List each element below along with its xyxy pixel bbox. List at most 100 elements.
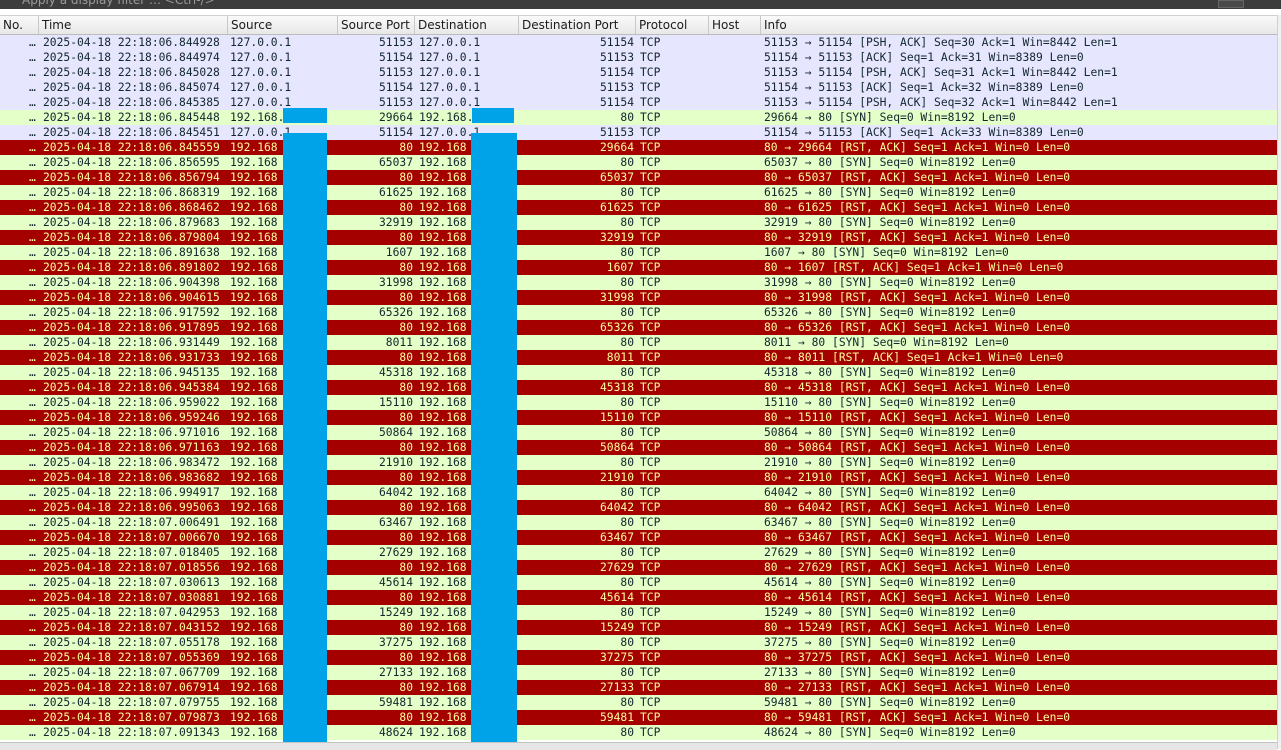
packet-cell: … (29, 381, 36, 394)
packet-row[interactable]: … 2025-04-18 22:18:07.018556 192.168 80 192.… (0, 560, 1277, 575)
packet-row[interactable]: … 2025-04-18 22:18:06.868319 192.168 61625 1… (0, 185, 1277, 200)
packet-row[interactable]: … 2025-04-18 22:18:06.994917 192.168 64042 1… (0, 485, 1277, 500)
packet-cell: 80 (399, 231, 413, 244)
packet-row[interactable]: … 2025-04-18 22:18:07.043152 192.168 80 192.… (0, 620, 1277, 635)
packet-row[interactable]: … 2025-04-18 22:18:06.995063 192.168 80 192.… (0, 500, 1277, 515)
packet-cell: 192.168 (230, 576, 278, 589)
packet-cell: 2025-04-18 22:18:06.994917 (43, 486, 220, 499)
packet-cell: 127.0.0.1 (230, 66, 292, 79)
filter-button[interactable] (1218, 0, 1244, 8)
packet-row[interactable]: … 2025-04-18 22:18:06.845559 192.168 80 192.… (0, 140, 1277, 155)
packet-cell: 2025-04-18 22:18:06.856595 (43, 156, 220, 169)
column-header-cell[interactable]: Host (708, 16, 760, 34)
column-header-cell[interactable]: Destination (414, 16, 518, 34)
packet-cell: TCP (640, 231, 661, 244)
packet-row[interactable]: … 2025-04-18 22:18:06.917895 192.168 80 192.… (0, 320, 1277, 335)
packet-cell: 45614 (378, 576, 413, 589)
packet-row[interactable]: … 2025-04-18 22:18:06.945135 192.168 45318 1… (0, 365, 1277, 380)
packet-row[interactable]: … 2025-04-18 22:18:07.006670 192.168 80 192.… (0, 530, 1277, 545)
packet-cell: 80 → 45318 [RST, ACK] Seq=1 Ack=1 Win=0 … (764, 381, 1071, 394)
packet-row[interactable]: … 2025-04-18 22:18:06.844928 127.0.0.1 5115… (0, 35, 1277, 50)
packet-row[interactable]: … 2025-04-18 22:18:06.879683 192.168 32919 1… (0, 215, 1277, 230)
column-header-cell[interactable]: Destination Port (518, 16, 635, 34)
packet-row[interactable]: … 2025-04-18 22:18:07.042953 192.168 15249 1… (0, 605, 1277, 620)
packet-cell: 192.168 (419, 351, 467, 364)
packet-row[interactable]: … 2025-04-18 22:18:06.917592 192.168 65326 1… (0, 305, 1277, 320)
packet-row[interactable]: … 2025-04-18 22:18:06.868462 192.168 80 192.… (0, 200, 1277, 215)
packet-cell: 192.168 (230, 456, 278, 469)
packet-row[interactable]: … 2025-04-18 22:18:06.845028 127.0.0.1 5115… (0, 65, 1277, 80)
packet-row[interactable]: … 2025-04-18 22:18:06.845385 127.0.0.1 5115… (0, 95, 1277, 110)
packet-row[interactable]: … 2025-04-18 22:18:07.091343 192.168 48624 1… (0, 725, 1277, 740)
packet-row[interactable]: … 2025-04-18 22:18:06.945384 192.168 80 192.… (0, 380, 1277, 395)
packet-row[interactable]: … 2025-04-18 22:18:07.055369 192.168 80 192.… (0, 650, 1277, 665)
packet-row[interactable]: … 2025-04-18 22:18:07.079873 192.168 80 192.… (0, 710, 1277, 725)
packet-row[interactable]: … 2025-04-18 22:18:07.067914 192.168 80 192.… (0, 680, 1277, 695)
packet-cell: TCP (640, 156, 661, 169)
packet-row[interactable]: … 2025-04-18 22:18:06.983682 192.168 80 192.… (0, 470, 1277, 485)
packet-row[interactable]: … 2025-04-18 22:18:07.079755 192.168 59481 1… (0, 695, 1277, 710)
column-header-cell[interactable]: Info (760, 16, 1277, 34)
packet-cell: 192.168 (230, 141, 278, 154)
packet-row[interactable]: … 2025-04-18 22:18:06.971016 192.168 50864 1… (0, 425, 1277, 440)
packet-cell: 192.168 (230, 321, 278, 334)
column-header-cell[interactable]: Source (227, 16, 337, 34)
packet-row[interactable]: … 2025-04-18 22:18:06.959246 192.168 80 192.… (0, 410, 1277, 425)
column-header-cell[interactable]: Source Port (337, 16, 414, 34)
packet-row[interactable]: … 2025-04-18 22:18:06.891638 192.168 1607 19… (0, 245, 1277, 260)
display-filter-bar[interactable]: Apply a display filter … <Ctrl-/> (0, 0, 1281, 9)
packet-cell: 51153 → 51154 [PSH, ACK] Seq=32 Ack=1 Wi… (764, 96, 1118, 109)
packet-row[interactable]: … 2025-04-18 22:18:06.931733 192.168 80 192.… (0, 350, 1277, 365)
packet-cell: TCP (640, 366, 661, 379)
packet-cell: 192.168 (419, 591, 467, 604)
packet-row[interactable]: … 2025-04-18 22:18:06.844974 127.0.0.1 5115… (0, 50, 1277, 65)
packet-cell: 192.168 (419, 321, 467, 334)
packet-row[interactable]: … 2025-04-18 22:18:06.959022 192.168 15110 1… (0, 395, 1277, 410)
packet-row[interactable]: … 2025-04-18 22:18:06.845074 127.0.0.1 5115… (0, 80, 1277, 95)
packet-cell: 37275 (599, 651, 634, 664)
packet-cell: 80 (620, 276, 634, 289)
packet-row[interactable]: … 2025-04-18 22:18:06.891802 192.168 80 192.… (0, 260, 1277, 275)
packet-cell: 80 (620, 696, 634, 709)
packet-row[interactable]: … 2025-04-18 22:18:06.904398 192.168 31998 1… (0, 275, 1277, 290)
packet-row[interactable]: … 2025-04-18 22:18:07.030613 192.168 45614 1… (0, 575, 1277, 590)
packet-cell: TCP (640, 711, 661, 724)
packet-cell: 31998 → 80 [SYN] Seq=0 Win=8192 Len=0 (764, 276, 1016, 289)
column-header-cell[interactable]: Protocol (635, 16, 708, 34)
packet-row[interactable]: … 2025-04-18 22:18:06.856595 192.168 65037 1… (0, 155, 1277, 170)
packet-cell: 192.168 (419, 366, 467, 379)
packet-row[interactable]: … 2025-04-18 22:18:06.971163 192.168 80 192.… (0, 440, 1277, 455)
packet-row[interactable]: … 2025-04-18 22:18:07.067709 192.168 27133 1… (0, 665, 1277, 680)
packet-row[interactable]: … 2025-04-18 22:18:07.006491 192.168 63467 1… (0, 515, 1277, 530)
packet-cell: 2025-04-18 22:18:06.879804 (43, 231, 220, 244)
packet-row[interactable]: … 2025-04-18 22:18:06.904615 192.168 80 192.… (0, 290, 1277, 305)
packet-row[interactable]: … 2025-04-18 22:18:06.983472 192.168 21910 1… (0, 455, 1277, 470)
packet-cell: … (29, 111, 36, 124)
packet-row[interactable]: … 2025-04-18 22:18:06.856794 192.168 80 192.… (0, 170, 1277, 185)
packet-cell: 80 (620, 366, 634, 379)
packet-row[interactable]: … 2025-04-18 22:18:07.018405 192.168 27629 1… (0, 545, 1277, 560)
packet-cell: … (29, 486, 36, 499)
vertical-scrollbar[interactable] (1277, 15, 1281, 749)
packet-row[interactable]: … 2025-04-18 22:18:06.845451 127.0.0.1 5115… (0, 125, 1277, 140)
column-header-cell[interactable]: No. (3, 18, 23, 32)
packet-row[interactable]: … 2025-04-18 22:18:07.055178 192.168 37275 1… (0, 635, 1277, 650)
packet-cell: 51153 (599, 126, 634, 139)
horizontal-scrollbar[interactable] (0, 742, 1277, 750)
packet-cell: 80 (620, 216, 634, 229)
packet-cell: TCP (640, 606, 661, 619)
packet-cell: 32919 → 80 [SYN] Seq=0 Win=8192 Len=0 (764, 216, 1016, 229)
packet-cell: 2025-04-18 22:18:07.018556 (43, 561, 220, 574)
packet-cell: 2025-04-18 22:18:07.067709 (43, 666, 220, 679)
packet-cell: 80 (399, 591, 413, 604)
packet-cell: 80 → 29664 [RST, ACK] Seq=1 Ack=1 Win=0 … (764, 141, 1071, 154)
packet-row[interactable]: … 2025-04-18 22:18:06.931449 192.168 8011 19… (0, 335, 1277, 350)
column-header-cell[interactable]: Time (38, 16, 227, 34)
packet-row[interactable]: … 2025-04-18 22:18:07.030881 192.168 80 192.… (0, 590, 1277, 605)
packet-cell: 15110 (378, 396, 413, 409)
packet-cell: … (29, 216, 36, 229)
packet-row[interactable]: … 2025-04-18 22:18:06.879804 192.168 80 192.… (0, 230, 1277, 245)
packet-row[interactable]: … 2025-04-18 22:18:06.845448 192.168. 29664… (0, 110, 1277, 125)
packet-cell: TCP (640, 141, 661, 154)
